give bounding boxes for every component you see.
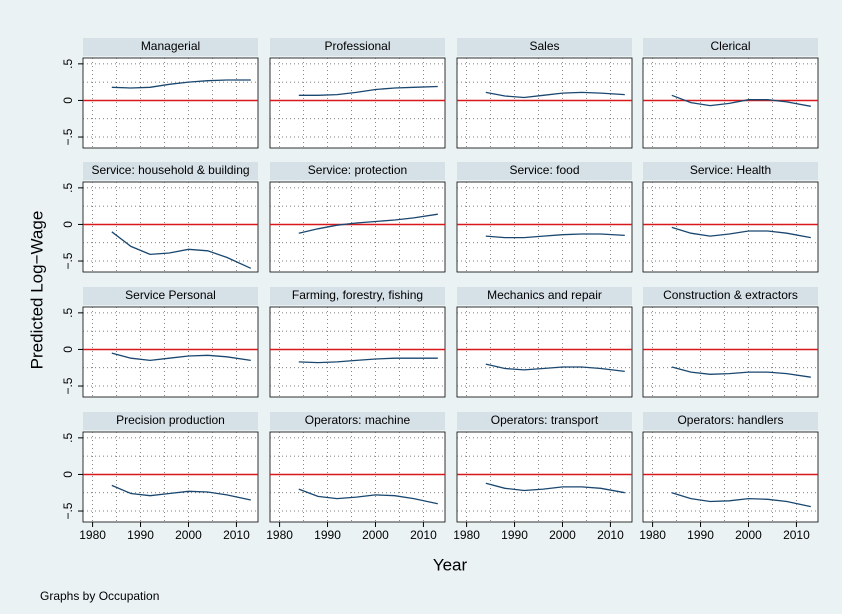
x-tick-label: 2000	[549, 528, 576, 542]
x-tick-label: 2010	[597, 528, 624, 542]
plot-area	[642, 181, 819, 273]
y-tick-label: −.5	[61, 128, 75, 145]
plot-area	[642, 306, 819, 398]
panel-header	[643, 287, 818, 305]
plot-area	[456, 431, 633, 523]
plot-area	[82, 57, 259, 149]
x-tick-label: 1990	[314, 528, 341, 542]
panel-header	[270, 287, 445, 305]
y-tick-label: 0	[61, 346, 75, 353]
x-tick-label: 1990	[501, 528, 528, 542]
data-line	[298, 213, 438, 234]
plot-area	[269, 306, 446, 398]
x-tick-label: 1980	[79, 528, 106, 542]
y-tick-label: .5	[61, 308, 75, 318]
panel-header	[643, 38, 818, 56]
panel-header	[83, 162, 258, 180]
panel-title: Service: protection	[308, 163, 407, 177]
x-tick-label: 2000	[362, 528, 389, 542]
panel-header	[270, 412, 445, 430]
panel-title: Operators: handlers	[677, 413, 783, 427]
y-tick-label: .5	[61, 59, 75, 69]
panel-title: Operators: machine	[305, 413, 411, 427]
plot-area	[269, 57, 446, 149]
data-line	[485, 482, 625, 494]
panel-header	[457, 287, 632, 305]
note: Graphs by Occupation	[40, 589, 159, 603]
panel-title: Service: household & building	[91, 163, 249, 177]
panel-title: Professional	[324, 39, 390, 53]
x-tick-label: 2000	[735, 528, 762, 542]
panel-header	[457, 412, 632, 430]
plot-area	[456, 57, 633, 149]
panel-title: Precision production	[116, 413, 225, 427]
x-tick-label: 2010	[783, 528, 810, 542]
plot-area	[269, 181, 446, 273]
y-tick-label: .5	[61, 433, 75, 443]
x-axis-label: Year	[433, 555, 468, 574]
plot-area	[456, 306, 633, 398]
panel-header	[643, 412, 818, 430]
y-tick-label: −.5	[61, 377, 75, 394]
data-line	[485, 91, 625, 99]
x-tick-label: 1990	[687, 528, 714, 542]
panel-title: Construction & extractors	[663, 288, 798, 302]
panel-header	[270, 38, 445, 56]
plot-area	[82, 181, 259, 273]
panel-title: Sales	[529, 39, 559, 53]
x-tick-label: 2010	[223, 528, 250, 542]
panel-title: Farming, forestry, fishing	[292, 288, 423, 302]
data-line	[671, 492, 811, 508]
panel-title: Operators: transport	[491, 413, 599, 427]
x-tick-label: 1990	[127, 528, 154, 542]
plot-area	[269, 431, 446, 523]
data-line	[111, 231, 252, 269]
data-line	[298, 357, 438, 364]
panel-header	[457, 38, 632, 56]
plot-area	[642, 431, 819, 523]
x-tick-label: 1980	[453, 528, 480, 542]
y-tick-label: 0	[61, 471, 75, 478]
panel-title: Service Personal	[125, 288, 216, 302]
panel-title: Service: Health	[690, 163, 771, 177]
panel-title: Mechanics and repair	[487, 288, 602, 302]
x-tick-label: 1980	[266, 528, 293, 542]
y-tick-label: .5	[61, 183, 75, 193]
data-line	[111, 79, 251, 89]
panel-header	[83, 38, 258, 56]
data-line	[671, 94, 811, 107]
panel-header	[270, 162, 445, 180]
data-line	[298, 488, 438, 505]
data-line	[671, 366, 811, 378]
x-tick-label: 2010	[410, 528, 437, 542]
panel-header	[83, 412, 258, 430]
plot-area	[456, 181, 633, 273]
panel-title: Service: food	[509, 163, 579, 177]
data-line	[485, 363, 625, 373]
panel-title: Clerical	[710, 39, 750, 53]
y-tick-label: −.5	[61, 502, 75, 519]
panel-header	[457, 162, 632, 180]
panel-title: Managerial	[141, 39, 200, 53]
data-line	[111, 352, 251, 362]
data-line	[485, 233, 625, 239]
plot-area	[82, 306, 259, 398]
y-tick-label: 0	[61, 221, 75, 228]
data-line	[671, 226, 811, 239]
data-line	[111, 484, 251, 501]
y-axis-label: Predicted Log−Wage	[27, 211, 46, 370]
x-tick-label: 1980	[639, 528, 666, 542]
y-tick-label: 0	[61, 97, 75, 104]
y-tick-label: −.5	[61, 252, 75, 269]
data-line	[298, 85, 438, 96]
panel-header	[83, 287, 258, 305]
plot-area	[82, 431, 259, 523]
x-tick-label: 2000	[175, 528, 202, 542]
panel-header	[643, 162, 818, 180]
